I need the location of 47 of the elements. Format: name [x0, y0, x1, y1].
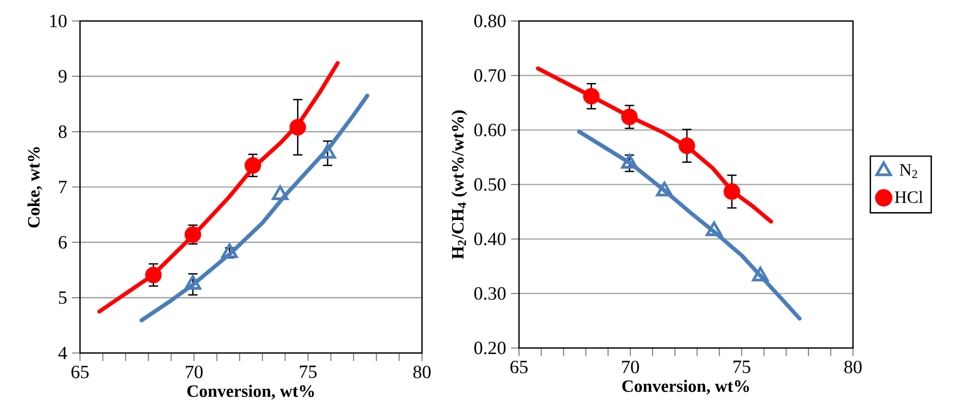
y-tick-label: 0.20	[474, 342, 506, 354]
point	[221, 244, 238, 258]
x-tick-label: 75	[300, 366, 317, 378]
y-tick-label: 9	[58, 70, 67, 83]
y-tick-label: 0.40	[474, 232, 506, 246]
point	[184, 275, 202, 290]
point	[706, 221, 722, 236]
legend-label: HCl	[894, 190, 923, 204]
y-axis-title: Coke, wt%	[27, 147, 42, 228]
point	[752, 266, 769, 282]
point	[289, 118, 306, 136]
y-tick-label: 6	[58, 236, 67, 249]
point	[656, 182, 673, 196]
y-tick-label: 10	[50, 14, 67, 28]
x-tick-label: 65	[510, 360, 528, 374]
y-tick-label: 4	[58, 346, 68, 360]
x-tick-label: 65	[71, 366, 89, 378]
point	[244, 157, 262, 174]
point	[319, 144, 336, 159]
point	[184, 226, 202, 243]
line-series	[577, 130, 802, 321]
y-axis-title: H$_{2}$/CH$_{4}$ (wt%/wt%)	[451, 110, 468, 260]
point	[724, 183, 740, 200]
legend-label: N$_{2}$	[900, 164, 918, 178]
point	[678, 138, 696, 154]
x-tick-label: 70	[622, 360, 639, 374]
x-axis-title: Conversion, wt%	[187, 384, 314, 400]
point	[583, 88, 600, 104]
point	[272, 185, 288, 200]
y-tick-label: 0.80	[474, 14, 506, 28]
y-tick-label: 0.70	[474, 69, 506, 82]
line-series	[140, 94, 370, 322]
y-tick-label: 0.50	[474, 178, 506, 191]
line-series	[97, 61, 340, 314]
y-tick-label: 0.30	[474, 287, 506, 300]
x-tick-label: 70	[186, 366, 203, 378]
line-series	[536, 66, 774, 224]
point	[621, 108, 638, 126]
x-tick-label: 80	[413, 366, 431, 378]
y-tick-label: 8	[58, 125, 67, 138]
y-tick-label: 0.60	[474, 124, 506, 136]
y-tick-label: 7	[59, 180, 67, 194]
y-tick-label: 5	[59, 291, 67, 304]
x-tick-label: 80	[844, 360, 862, 374]
x-tick-label: 75	[734, 360, 750, 374]
x-axis-title: Conversion, wt%	[622, 380, 749, 394]
point	[621, 154, 638, 169]
